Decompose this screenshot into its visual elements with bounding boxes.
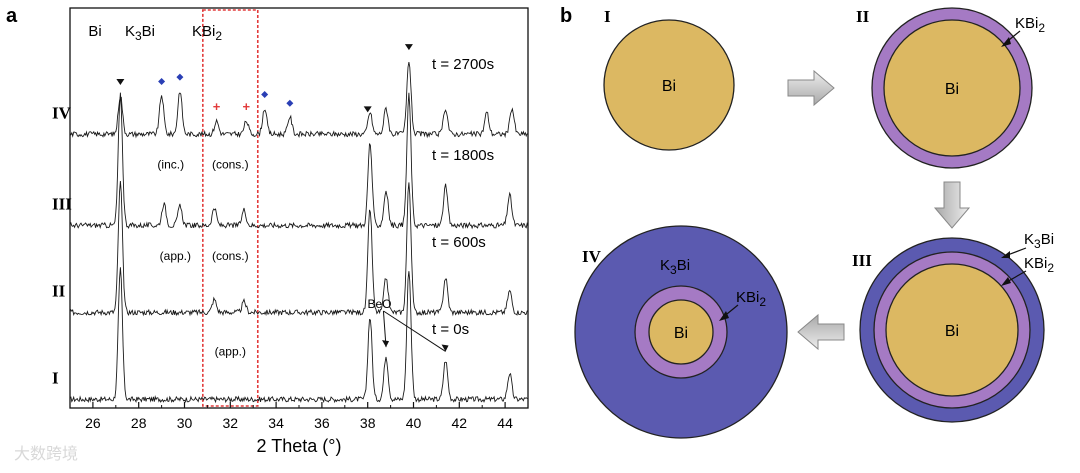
stage-2-label: II <box>856 7 870 26</box>
arrow-iii-to-iv <box>797 313 845 351</box>
stage-2: II Bi KBi2 <box>856 7 1045 169</box>
series-note: (cons.) <box>212 158 249 172</box>
stage-3: III Bi K3Bi KBi2 <box>852 231 1054 423</box>
stage-3-core-label: Bi <box>945 323 959 340</box>
stage-3-pointer-kbi2-head <box>1001 277 1011 286</box>
x-tick-label: 40 <box>406 415 422 431</box>
series-note: (app.) <box>160 249 191 263</box>
marker-bi <box>404 44 413 51</box>
series-label-II: II <box>52 282 66 301</box>
x-tick-label: 32 <box>223 415 239 431</box>
stage-4-bi-core <box>648 299 714 365</box>
stage-1-label: I <box>604 7 611 26</box>
beo-pointer-head <box>441 344 449 352</box>
marker-bi <box>363 106 372 113</box>
series-label-IV: IV <box>52 103 72 122</box>
reaction-diagram: I Bi II Bi KBi2 III Bi K3Bi KBi2 <box>574 7 1054 439</box>
series-time-I: t = 0s <box>432 321 469 338</box>
x-tick-label: 38 <box>360 415 376 431</box>
marker-kbi2: + <box>213 99 221 114</box>
stage-3-kbi2-label: KBi2 <box>1024 255 1054 275</box>
x-axis-label: 2 Theta (°) <box>257 436 342 456</box>
stage-4-k3bi-label: K3Bi <box>660 257 690 277</box>
x-tick-label: 36 <box>314 415 330 431</box>
x-tick-label: 30 <box>177 415 193 431</box>
stage-3-bi-core <box>885 263 1019 397</box>
series-time-III: t = 1800s <box>432 147 494 164</box>
beo-label: BeO <box>367 297 391 311</box>
stage-4-label: IV <box>582 247 602 266</box>
stage-2-core-label: Bi <box>945 81 959 98</box>
stage-2-pointer-head <box>1001 37 1011 47</box>
series-note: (app.) <box>215 344 246 358</box>
beo-pointer-head <box>382 340 390 348</box>
panel-b-letter: b <box>560 5 572 27</box>
phase-label-k3bi: K3Bi <box>125 23 155 43</box>
x-tick-label: 44 <box>497 415 513 431</box>
stage-3-label: III <box>852 251 872 270</box>
phase-label-bi: Bi <box>88 23 101 40</box>
marker-k3bi <box>158 77 166 85</box>
stage-4-pointer-head <box>719 311 729 321</box>
stage-1: I Bi <box>603 7 735 151</box>
arrow-ii-to-iii <box>933 181 971 229</box>
marker-k3bi <box>176 73 184 81</box>
stage-1-bi-core <box>603 19 735 151</box>
beo-pointer <box>383 310 446 352</box>
series-label-I: I <box>52 369 59 388</box>
series-line-IV <box>69 62 529 139</box>
stage-2-shell-label: KBi2 <box>1015 15 1045 35</box>
x-tick-label: 34 <box>268 415 284 431</box>
stage-4-kbi2-label: KBi2 <box>736 289 766 309</box>
stage-4: IV Bi K3Bi KBi2 <box>574 225 788 439</box>
marker-bi <box>116 78 125 85</box>
stage-1-core-label: Bi <box>662 78 676 95</box>
watermark: 大数跨境 <box>14 444 79 463</box>
phase-label-kbi2: KBi2 <box>192 23 222 43</box>
series-line-III <box>69 92 529 230</box>
marker-k3bi <box>286 99 294 107</box>
xrd-chart: It = 0s BeO II t = 600s (app.) III t = 1800s (a… <box>52 7 529 456</box>
series-note: (inc.) <box>157 158 184 172</box>
peak-markers: + + <box>116 44 413 114</box>
marker-kbi2: + <box>243 99 251 114</box>
series-label-III: III <box>52 195 72 214</box>
series-note: (cons.) <box>212 249 249 263</box>
x-tick-label: 42 <box>452 415 468 431</box>
marker-k3bi <box>261 91 269 98</box>
series-group: It = 0s BeO II t = 600s (app.) III t = 1800s (a… <box>52 56 529 404</box>
x-axis-ticks: 26 28 30 32 34 36 38 40 42 44 <box>85 402 529 431</box>
series-line-I <box>69 267 529 404</box>
series-line-II <box>69 180 529 317</box>
series-time-II: t = 600s <box>432 234 486 251</box>
x-tick-label: 26 <box>85 415 101 431</box>
panel-a-letter: a <box>6 5 18 27</box>
stage-3-k3bi-label: K3Bi <box>1024 231 1054 251</box>
x-tick-label: 28 <box>131 415 147 431</box>
stage-3-pointer-k3bi-head <box>1001 251 1010 258</box>
stage-4-core-label: Bi <box>674 325 688 342</box>
series-time-IV: t = 2700s <box>432 56 494 73</box>
kbi2-highlight-box <box>202 9 259 407</box>
arrow-i-to-ii <box>787 69 835 107</box>
stage-2-bi-core <box>883 19 1021 157</box>
